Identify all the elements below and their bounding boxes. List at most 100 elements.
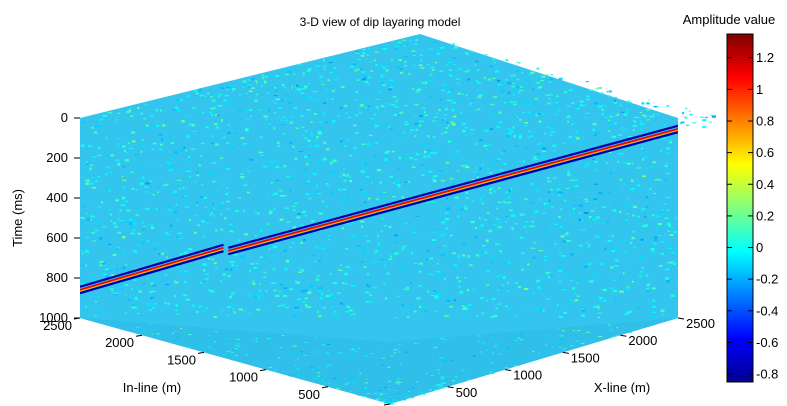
noise-speck <box>636 167 641 169</box>
noise-speck <box>366 54 369 56</box>
noise-speck <box>570 253 574 256</box>
noise-speck <box>661 309 665 311</box>
noise-speck <box>285 74 289 76</box>
noise-speck <box>342 188 347 191</box>
noise-speck <box>513 130 516 133</box>
noise-speck <box>480 351 483 353</box>
noise-speck <box>356 245 361 247</box>
noise-speck <box>415 70 418 73</box>
noise-speck <box>573 208 575 210</box>
noise-speck <box>125 294 127 296</box>
noise-speck <box>485 148 488 150</box>
noise-speck <box>273 192 278 195</box>
noise-speck <box>395 400 398 401</box>
noise-speck <box>505 191 509 193</box>
noise-speck <box>230 146 235 149</box>
noise-speck <box>397 114 401 116</box>
noise-speck <box>123 253 126 256</box>
noise-speck <box>469 264 473 267</box>
noise-speck <box>199 88 202 91</box>
noise-speck <box>139 182 144 185</box>
noise-speck <box>246 118 251 121</box>
noise-speck <box>490 315 495 318</box>
noise-speck <box>475 109 478 111</box>
noise-speck <box>664 234 667 237</box>
noise-speck <box>383 106 386 108</box>
noise-speck <box>294 270 296 272</box>
noise-speck <box>614 265 619 267</box>
noise-speck <box>313 377 317 379</box>
noise-speck <box>308 198 312 200</box>
noise-speck <box>648 282 651 286</box>
noise-speck <box>524 125 528 127</box>
noise-speck <box>566 240 571 242</box>
noise-speck <box>500 91 505 94</box>
noise-speck <box>343 168 345 170</box>
noise-speck <box>666 222 671 225</box>
noise-speck <box>585 242 589 244</box>
noise-speck <box>274 87 277 89</box>
noise-speck <box>404 123 409 126</box>
noise-speck <box>573 205 578 207</box>
noise-speck <box>396 184 401 186</box>
noise-speck <box>282 116 285 119</box>
noise-speck <box>367 47 370 50</box>
noise-speck <box>389 175 393 178</box>
noise-speck <box>580 342 585 344</box>
noise-speck <box>343 272 348 276</box>
noise-speck <box>372 287 378 289</box>
noise-speck <box>581 279 585 282</box>
noise-speck <box>150 291 153 293</box>
noise-speck <box>211 202 214 205</box>
xline-tick-label: 1000 <box>513 368 542 383</box>
noise-speck <box>401 249 404 251</box>
noise-speck <box>111 274 115 277</box>
noise-speck <box>211 135 214 138</box>
noise-speck <box>598 105 603 108</box>
noise-speck <box>477 335 481 337</box>
noise-speck <box>474 167 477 169</box>
noise-speck <box>527 104 531 107</box>
noise-speck <box>134 297 138 301</box>
noise-speck <box>275 294 280 297</box>
noise-speck <box>445 105 448 108</box>
noise-speck <box>275 165 280 169</box>
noise-speck <box>200 251 203 254</box>
noise-speck <box>684 116 688 119</box>
noise-speck <box>419 120 424 122</box>
noise-speck <box>177 219 179 222</box>
noise-speck <box>543 75 546 77</box>
noise-speck <box>264 155 267 157</box>
noise-speck <box>612 209 617 212</box>
noise-speck <box>575 340 579 342</box>
noise-speck <box>367 105 371 108</box>
noise-speck <box>220 228 224 231</box>
noise-speck <box>601 109 604 111</box>
noise-speck <box>452 57 456 59</box>
noise-speck <box>326 205 328 208</box>
noise-speck <box>129 218 133 221</box>
noise-speck <box>181 170 185 173</box>
noise-speck <box>612 279 616 281</box>
time-tick-label: 800 <box>46 270 68 285</box>
noise-speck <box>382 261 385 264</box>
noise-speck <box>155 208 158 211</box>
noise-speck <box>588 244 591 246</box>
noise-speck <box>518 89 523 92</box>
noise-speck <box>222 183 225 186</box>
noise-speck <box>129 147 133 150</box>
noise-speck <box>272 194 275 196</box>
noise-speck <box>452 183 455 186</box>
noise-speck <box>379 393 381 395</box>
noise-speck <box>471 99 474 102</box>
noise-speck <box>362 160 365 162</box>
noise-speck <box>233 311 236 314</box>
noise-speck <box>166 256 168 259</box>
noise-speck <box>336 115 341 117</box>
noise-speck <box>595 132 600 134</box>
noise-speck <box>341 200 345 202</box>
noise-speck <box>495 70 500 73</box>
noise-speck <box>589 280 594 283</box>
noise-speck <box>294 202 299 205</box>
noise-speck <box>560 208 563 211</box>
